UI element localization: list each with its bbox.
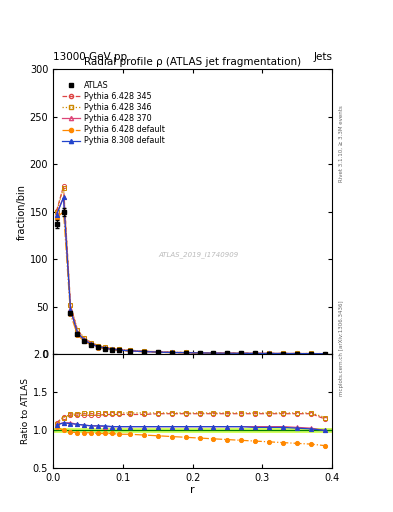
Y-axis label: Ratio to ATLAS: Ratio to ATLAS bbox=[21, 378, 30, 444]
Text: Rivet 3.1.10, ≥ 3.3M events: Rivet 3.1.10, ≥ 3.3M events bbox=[339, 105, 344, 182]
Text: Jets: Jets bbox=[313, 52, 332, 62]
Bar bbox=[53, 428, 332, 433]
X-axis label: r: r bbox=[190, 485, 195, 495]
Legend: ATLAS, Pythia 6.428 345, Pythia 6.428 346, Pythia 6.428 370, Pythia 6.428 defaul: ATLAS, Pythia 6.428 345, Pythia 6.428 34… bbox=[60, 79, 167, 148]
Y-axis label: fraction/bin: fraction/bin bbox=[17, 184, 27, 240]
Title: Radial profile ρ (ATLAS jet fragmentation): Radial profile ρ (ATLAS jet fragmentatio… bbox=[84, 57, 301, 67]
Text: mcplots.cern.ch [arXiv:1306.3436]: mcplots.cern.ch [arXiv:1306.3436] bbox=[339, 301, 344, 396]
Text: 13000 GeV pp: 13000 GeV pp bbox=[53, 52, 127, 62]
Text: ATLAS_2019_I1740909: ATLAS_2019_I1740909 bbox=[158, 251, 238, 258]
